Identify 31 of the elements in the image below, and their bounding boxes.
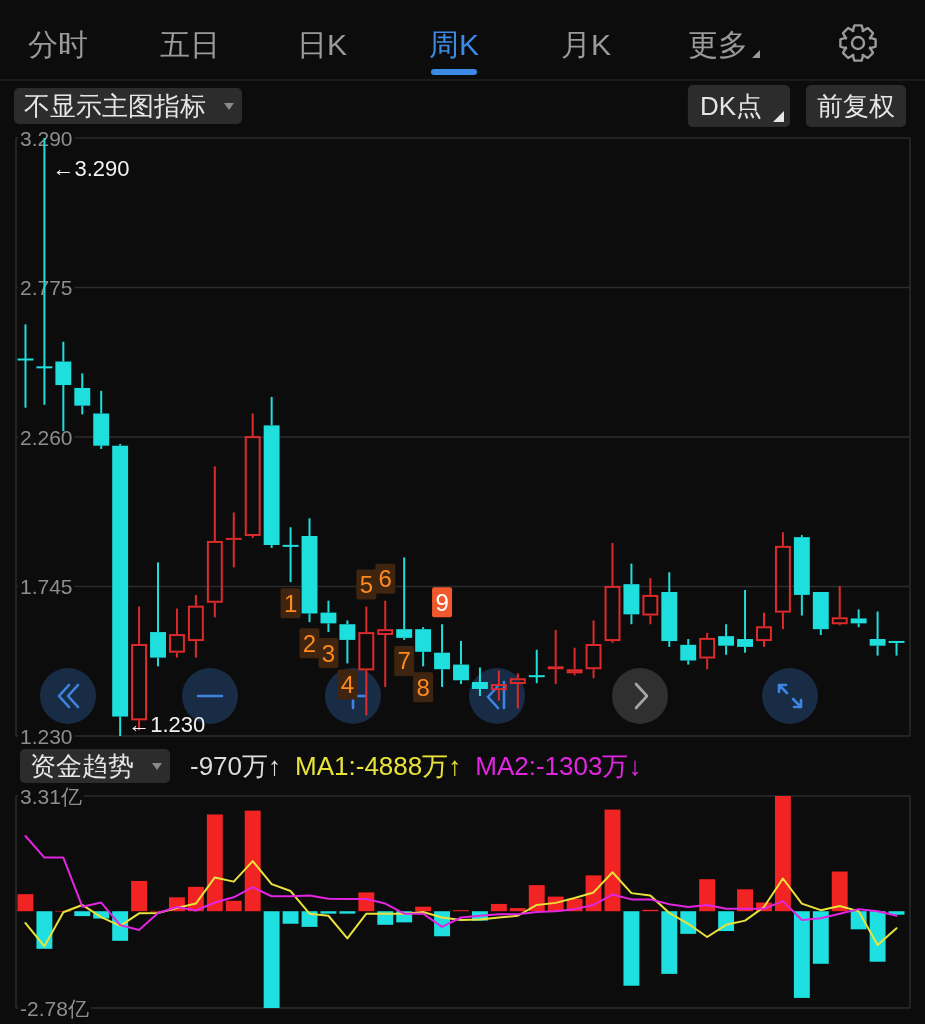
- tab-label: 分时: [28, 28, 88, 61]
- toolbar-button: 前复权: [806, 85, 906, 127]
- value-label: 3: [318, 638, 339, 669]
- value-label: 9: [432, 587, 453, 618]
- y-tick-label: 3.290: [20, 126, 73, 150]
- note: -970万↑: [190, 751, 282, 782]
- chart-title: 资金趋势: [30, 751, 134, 782]
- annotation: ←3.290: [52, 156, 130, 181]
- value-label: 4: [337, 669, 358, 700]
- tab-label: 更多: [688, 28, 748, 61]
- tab-label: 月K: [561, 28, 611, 61]
- value-label: 8: [413, 672, 434, 703]
- legend-item: MA2:-1303万↓: [475, 751, 642, 782]
- y-tick-label: -2.78亿: [20, 996, 89, 1020]
- title-button: 资金趋势: [20, 749, 170, 783]
- value-label: 5: [356, 569, 377, 600]
- chart-title: 不显示主图指标: [24, 91, 206, 122]
- y-tick-label: 3.31亿: [20, 784, 82, 808]
- value-label: 6: [375, 563, 396, 594]
- value-label: 1: [280, 588, 301, 619]
- title-button: 不显示主图指标: [14, 88, 242, 124]
- tab-label: 五日: [160, 28, 220, 61]
- y-tick-label: 2.260: [20, 425, 73, 449]
- y-tick-label: 1.745: [20, 575, 73, 598]
- legend-item: MA1:-4888万↑: [295, 751, 462, 782]
- tab-label: 周K: [429, 28, 479, 61]
- value-label: 7: [394, 645, 415, 676]
- value-label: 2: [299, 628, 320, 659]
- tab-label: 日K: [297, 28, 347, 61]
- toolbar-button: DK点: [687, 85, 790, 127]
- y-tick-label: 1.230: [20, 724, 73, 748]
